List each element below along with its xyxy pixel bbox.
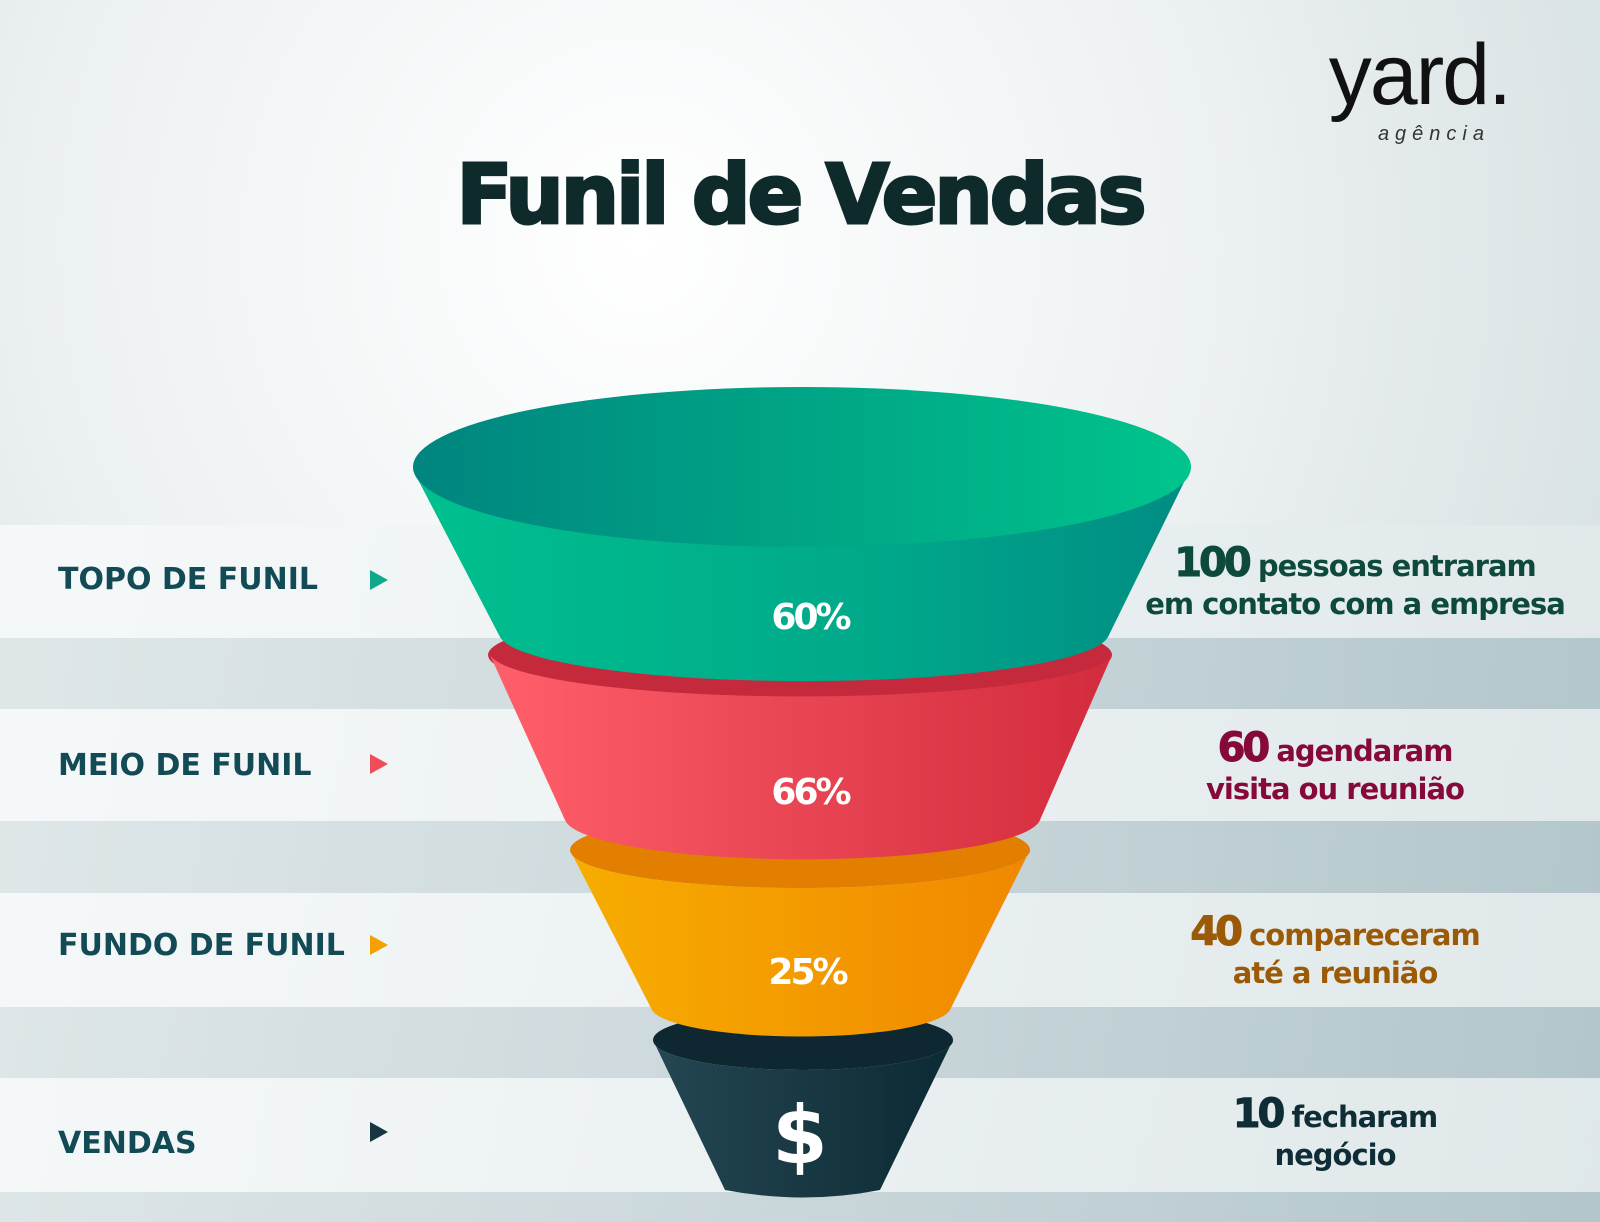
arrow-right-icon <box>370 935 388 955</box>
logo: yard. agência <box>1328 27 1512 146</box>
page-title: Funil de Vendas <box>455 147 1148 245</box>
arrow-right-icon <box>370 570 388 590</box>
funnel-sales <box>653 1040 953 1198</box>
stage-label: VENDAS <box>58 1126 197 1161</box>
funnel-bottom <box>570 850 1030 1037</box>
stage-description: 10 fecharam negócio <box>1100 1094 1570 1174</box>
desc-line: fecharam <box>1282 1100 1438 1134</box>
stage-count: 60 <box>1217 725 1271 771</box>
desc-line: compareceram <box>1239 918 1481 952</box>
desc-line: negócio <box>1274 1138 1396 1172</box>
stage-description: 60 agendaram visita ou reunião <box>1100 728 1570 808</box>
stage-percent: 66% <box>771 772 851 813</box>
stage-description: 100 pessoas entraram em contato com a em… <box>1120 543 1590 623</box>
stage-percent: 25% <box>768 952 848 993</box>
desc-line: pessoas entraram <box>1248 549 1537 583</box>
stage-description: 40 compareceram até a reunião <box>1100 912 1570 992</box>
arrow-right-icon <box>370 754 388 774</box>
funnel-top-opening <box>413 387 1191 547</box>
stage-count: 100 <box>1174 540 1252 586</box>
desc-line: agendaram <box>1267 734 1453 768</box>
funnel-middle <box>490 655 1112 860</box>
logo-tagline: agência <box>1377 123 1490 145</box>
desc-line: visita ou reunião <box>1206 772 1465 806</box>
stage-label: FUNDO DE FUNIL <box>58 928 345 963</box>
logo-name: yard. <box>1328 27 1512 123</box>
stage-percent: 60% <box>771 597 851 638</box>
arrow-right-icon <box>370 1122 388 1142</box>
desc-line: em contato com a empresa <box>1145 587 1566 621</box>
stage-label: MEIO DE FUNIL <box>58 748 312 783</box>
dollar-icon: $ <box>772 1089 828 1182</box>
stage-count: 10 <box>1232 1091 1286 1137</box>
stage-count: 40 <box>1190 909 1244 955</box>
stage-label: TOPO DE FUNIL <box>58 562 318 597</box>
desc-line: até a reunião <box>1232 956 1439 990</box>
